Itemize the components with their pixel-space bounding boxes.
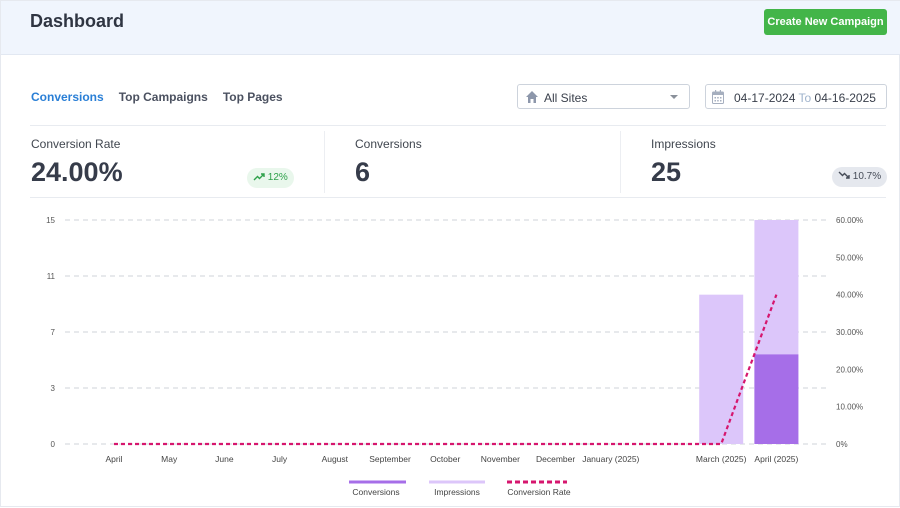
y-right-tick-label: 40.00% [836, 291, 863, 300]
x-tick-label: July [272, 454, 288, 464]
site-select[interactable]: All Sites [517, 84, 690, 109]
page-header: Dashboard Create New Campaign [1, 1, 900, 55]
x-tick-label: January (2025) [582, 454, 639, 464]
trend-down-icon [838, 171, 850, 179]
tab-conversions[interactable]: Conversions [31, 90, 104, 104]
y-left-tick-label: 0 [51, 440, 56, 449]
stat-value: 6 [355, 157, 371, 187]
date-to: 04-16-2025 [814, 91, 876, 105]
y-left-tick-label: 15 [46, 216, 55, 225]
legend-label: Impressions [434, 487, 480, 497]
y-right-tick-label: 60.00% [836, 216, 863, 225]
trend-badge-up: 12% [247, 168, 294, 188]
line-conversion-rate [114, 294, 778, 446]
chevron-down-icon [670, 95, 678, 99]
y-right-tick-label: 20.00% [836, 365, 863, 374]
trend-value: 10.7% [852, 171, 882, 182]
stat-label: Conversions [355, 137, 422, 151]
date-range-picker[interactable]: 04-17-2024 To 04-16-2025 [705, 84, 887, 109]
y-left-tick-label: 7 [51, 328, 56, 337]
x-tick-label: November [481, 454, 520, 464]
trend-value: 12% [267, 172, 288, 183]
divider [620, 131, 621, 193]
page-title: Dashboard [30, 11, 125, 31]
tab-top-campaigns[interactable]: Top Campaigns [118, 90, 208, 104]
calendar-icon [712, 90, 724, 104]
y-left-tick-label: 3 [51, 384, 56, 393]
stat-value: 24.00% [31, 157, 123, 187]
y-right-tick-label: 10.00% [836, 403, 863, 412]
tab-top-pages[interactable]: Top Pages [222, 90, 283, 104]
y-left-tick-label: 11 [47, 272, 56, 281]
x-tick-label: April (2025) [754, 454, 798, 464]
trend-badge-down: 10.7% [832, 167, 888, 187]
divider [30, 125, 886, 126]
legend-label: Conversions [352, 487, 399, 497]
x-tick-label: June [215, 454, 234, 464]
date-to-label: To [798, 91, 812, 105]
x-tick-label: March (2025) [696, 454, 747, 464]
x-tick-label: May [161, 454, 178, 464]
trend-up-icon [253, 173, 265, 181]
stat-label: Impressions [651, 137, 716, 151]
x-tick-label: September [369, 454, 411, 464]
divider [30, 197, 886, 198]
y-right-tick-label: 50.00% [836, 253, 863, 262]
divider [324, 131, 325, 193]
stat-value: 25 [651, 157, 682, 187]
x-tick-label: August [322, 454, 349, 464]
y-right-tick-label: 30.00% [836, 328, 863, 337]
x-tick-label: December [536, 454, 575, 464]
bar-impressions [699, 294, 744, 444]
site-select-value: All Sites [544, 91, 588, 105]
tab-bar: Conversions Top Campaigns Top Pages [31, 90, 283, 104]
date-from: 04-17-2024 [734, 91, 796, 105]
home-icon [526, 91, 538, 103]
y-right-tick-label: 0% [836, 440, 848, 449]
stat-label: Conversion Rate [31, 137, 121, 151]
bar-conversions [754, 354, 799, 444]
legend-label: Conversion Rate [507, 487, 571, 497]
x-tick-label: April [105, 454, 122, 464]
x-tick-label: October [430, 454, 460, 464]
create-new-campaign-button[interactable]: Create New Campaign [764, 9, 887, 35]
